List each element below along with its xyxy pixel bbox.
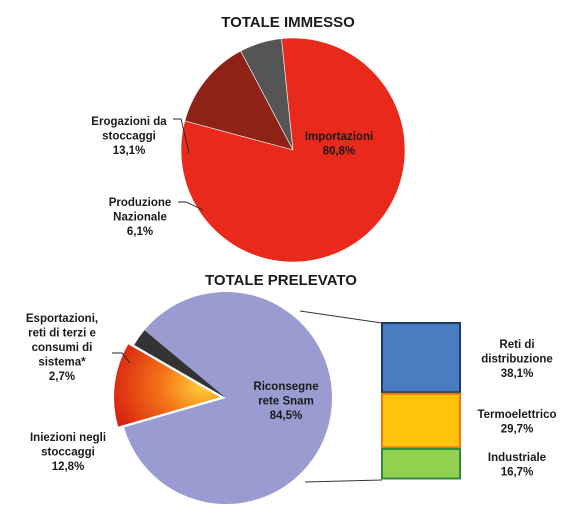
leader-line-esportazioni [112,352,131,364]
slice-label-importazioni: Importazioni 80,8% [305,131,373,158]
breakdown-connectors [112,118,383,483]
riconsegne-breakdown-bar [381,322,461,480]
slice-label-erogazioni-da-stoccaggi: Erogazioni da stoccaggi 13,1% [91,116,167,157]
slice-label-breakdown-termoelettrico: Termoelettrico 29,7% [477,409,556,436]
pie-slice-esportazioni-reti-di-terzi-e-consumi-di-sistema [134,330,226,398]
slice-label-iniezioni-negli-stoccaggi: Iniezioni negli stoccaggi 12,8% [30,432,106,473]
slice-label-breakdown-reti-di-distribuzione: Reti di distribuzione 38,1% [481,339,553,380]
pie-slice-iniezioni-negli-stoccaggi [114,344,221,427]
pie-slice-riconsegne-rete-snam [124,291,333,504]
connector-top [299,310,383,324]
slice-label-riconsegne-rete-snam: Riconsegne rete Snam 84,5% [253,381,318,422]
slice-label-esportazioni-reti-di-terzi-e-consumi-di-sistema: Esportazioni, reti di terzi e consumi di si… [26,313,98,383]
pie-totale-prelevato [114,291,333,504]
slice-labels: Importazioni 80,8% Erogazioni da stoccaggi 1… [26,116,557,479]
slice-label-breakdown-industriale: Industriale 16,7% [488,452,546,479]
slice-label-produzione-nazionale: Produzione Nazionale 6,1% [109,197,172,238]
chart-title-prelevato: TOTALE PRELEVATO [205,272,357,289]
connector-bottom [304,479,383,483]
pie-slice-importazioni [180,37,406,263]
breakdown-segment-termoelettrico [381,392,461,449]
breakdown-segment-industriale [381,447,461,480]
chart-title-immesso: TOTALE IMMESSO [221,14,355,31]
pie-totale-immesso [180,37,406,263]
leader-line-produzione [178,201,204,211]
pie-slice-erogazioni-da-stoccaggi [184,50,294,151]
leader-line-erogazioni [173,118,190,154]
breakdown-segment-reti-di-distribuzione [381,322,461,394]
